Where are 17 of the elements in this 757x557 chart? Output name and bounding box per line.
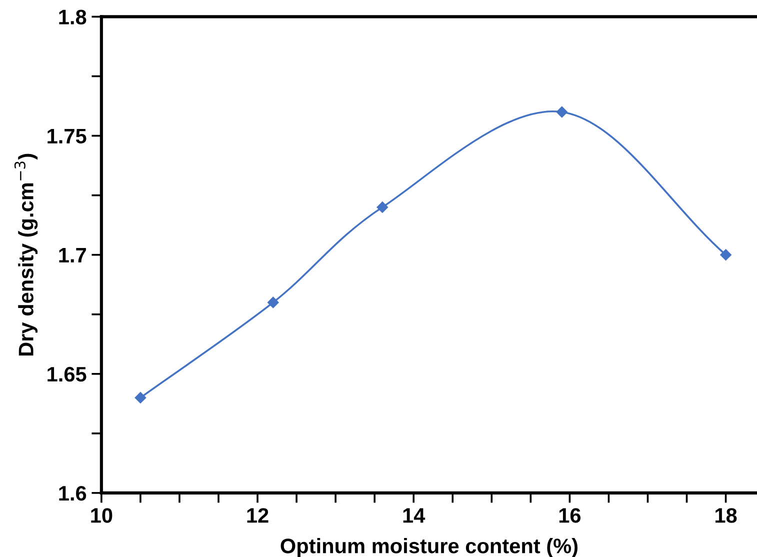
x-tick-label: 16: [559, 508, 581, 523]
x-tick-label: 14: [403, 508, 426, 523]
point: [134, 392, 146, 404]
point: [556, 106, 568, 118]
y-tick-label: 1.8: [59, 10, 86, 24]
x-tick-label: 10: [91, 508, 112, 523]
y-tick-label: 1.6: [59, 486, 86, 501]
x-tick-label: 18: [716, 508, 737, 523]
point: [720, 249, 732, 260]
point: [376, 202, 388, 213]
y-tick-label: 1.7: [59, 248, 86, 262]
x-tick-label: 12: [247, 508, 268, 523]
y-axis-title: Dry density (g.cm$^{−3}$): [14, 154, 38, 356]
point: [268, 296, 279, 308]
x-axis-title: Optinum moisture content (%): [280, 538, 578, 557]
y-tick-label: 1.65: [48, 366, 86, 382]
y-tick-label: 1.75: [48, 128, 86, 144]
